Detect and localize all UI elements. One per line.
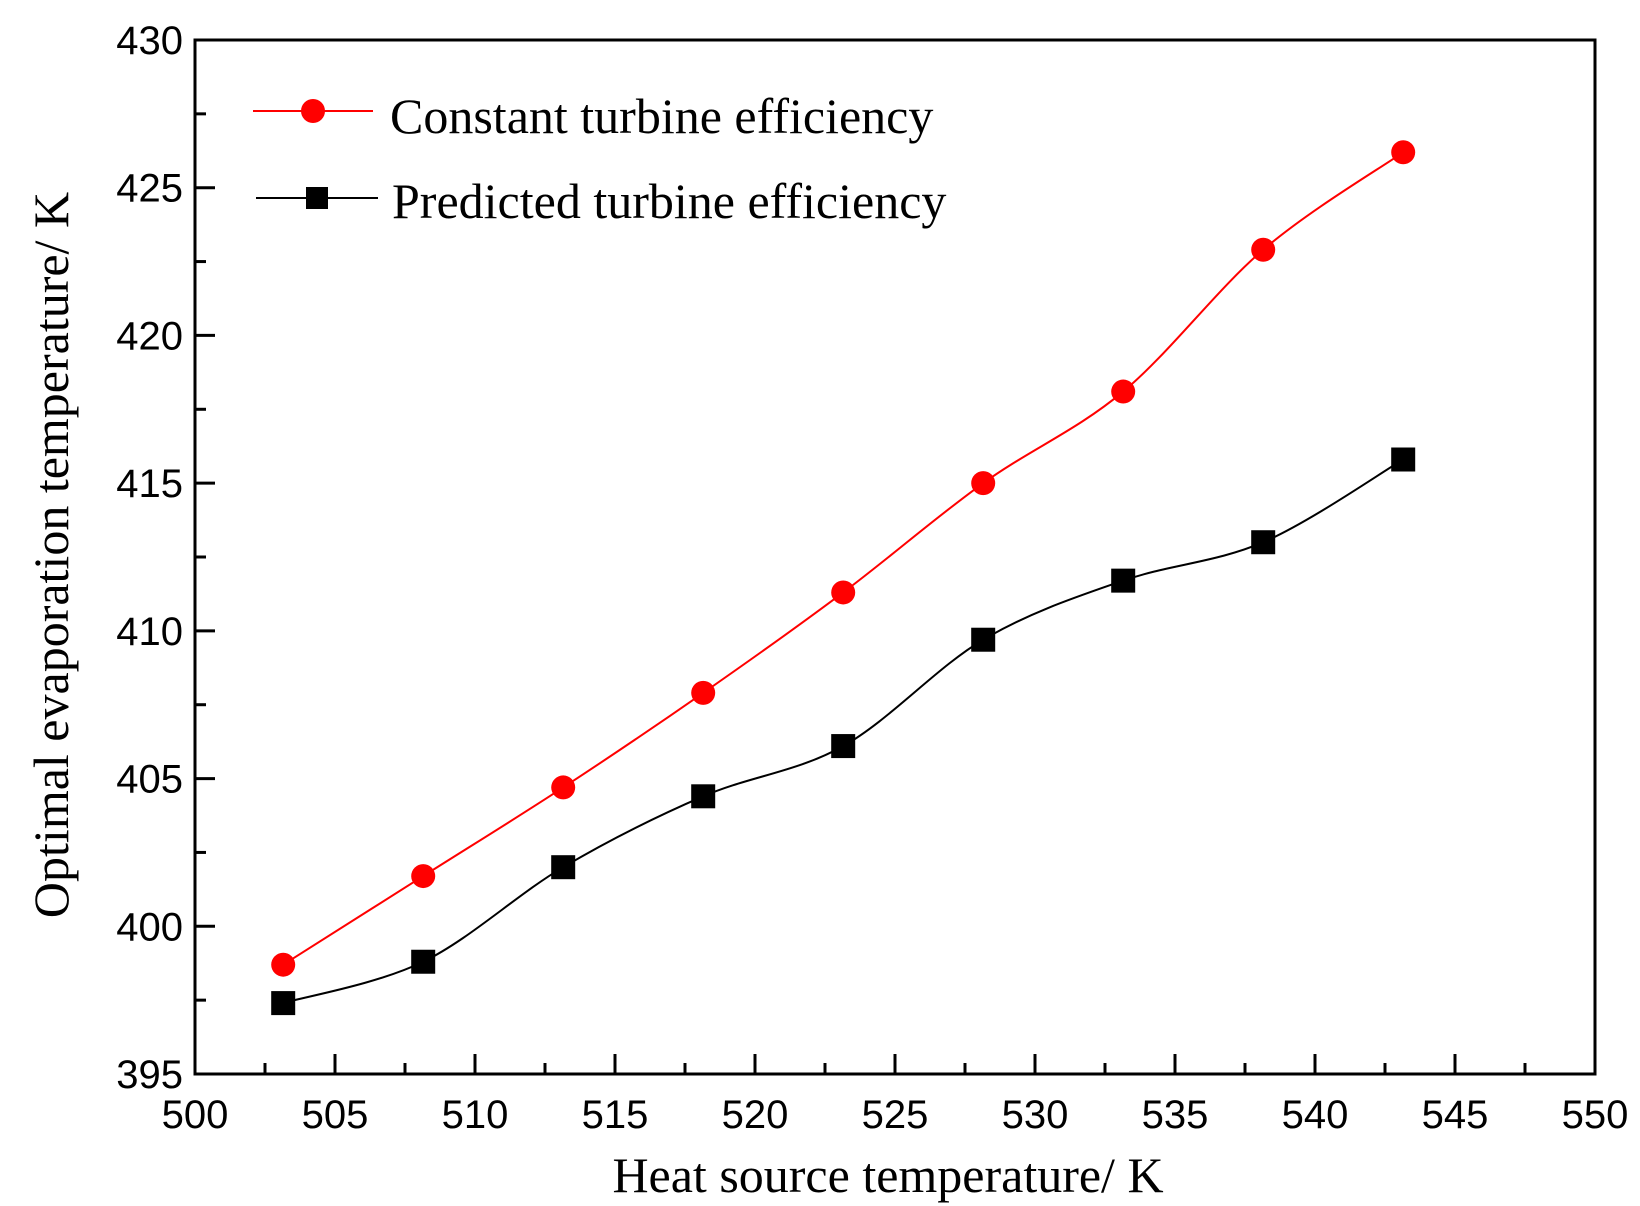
- data-point-circle: [271, 952, 296, 977]
- data-point-circle: [971, 471, 996, 496]
- data-point-square: [1111, 568, 1136, 593]
- x-tick-label: 510: [442, 1093, 509, 1137]
- data-point-circle: [1251, 237, 1276, 262]
- y-tick-label: 430: [116, 19, 183, 63]
- legend-label-predicted: Predicted turbine efficiency: [392, 173, 946, 229]
- series-line-1: [282, 458, 1404, 1005]
- data-point-circle: [1391, 140, 1416, 165]
- data-point-square: [271, 991, 296, 1016]
- y-tick-label: 420: [116, 314, 183, 358]
- x-tick-label: 515: [582, 1093, 649, 1137]
- x-tick-label: 540: [1282, 1093, 1349, 1137]
- x-axis-ticks: 500 505 510 515 520 525 530 535 540 545 550: [162, 1054, 1629, 1137]
- legend-marker-constant: [301, 99, 325, 123]
- y-tick-label: 425: [116, 167, 183, 211]
- data-point-square: [551, 855, 576, 880]
- series-layer: [271, 140, 1416, 1016]
- y-tick-label: 400: [116, 905, 183, 949]
- legend: Constant turbine efficiency Predicted tu…: [253, 88, 946, 229]
- legend-label-constant: Constant turbine efficiency: [390, 88, 933, 144]
- y-axis-ticks: 395 400 405 410 415 420 425 430: [116, 19, 215, 1097]
- x-tick-label: 500: [162, 1093, 229, 1137]
- data-point-circle: [551, 775, 576, 800]
- x-tick-label: 525: [862, 1093, 929, 1137]
- y-tick-label: 415: [116, 462, 183, 506]
- data-point-circle: [831, 580, 856, 605]
- data-point-square: [411, 949, 436, 974]
- legend-marker-predicted: [306, 187, 328, 209]
- data-point-square: [1391, 447, 1416, 472]
- y-tick-label: 395: [116, 1053, 183, 1097]
- data-point-circle: [691, 680, 716, 705]
- y-tick-label: 405: [116, 758, 183, 802]
- y-axis-title: Optimal evaporation temperature/ K: [23, 192, 79, 918]
- x-tick-label: 535: [1142, 1093, 1209, 1137]
- data-point-square: [691, 784, 716, 809]
- x-tick-label: 505: [302, 1093, 369, 1137]
- x-tick-label: 520: [722, 1093, 789, 1137]
- x-tick-label: 550: [1562, 1093, 1629, 1137]
- data-point-square: [1251, 530, 1276, 555]
- x-tick-label: 545: [1422, 1093, 1489, 1137]
- data-point-circle: [411, 864, 436, 889]
- x-tick-label: 530: [1002, 1093, 1069, 1137]
- data-point-circle: [1111, 379, 1136, 404]
- data-point-square: [831, 734, 856, 759]
- series-line-0: [282, 151, 1404, 966]
- x-axis-title: Heat source temperature/ K: [612, 1147, 1163, 1203]
- y-tick-label: 410: [116, 610, 183, 654]
- data-point-square: [971, 627, 996, 652]
